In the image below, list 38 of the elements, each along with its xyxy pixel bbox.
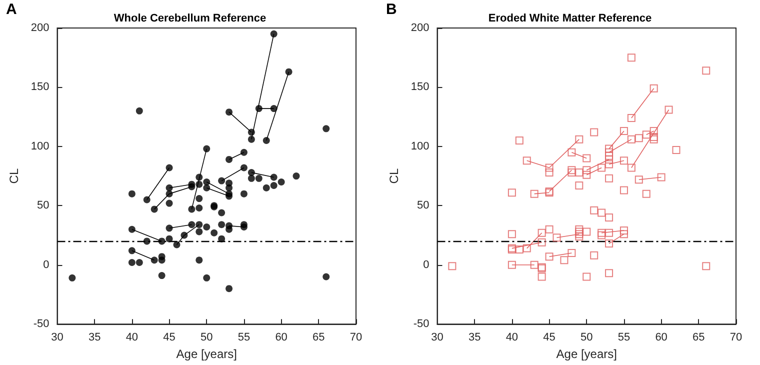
y-tick-label: 50 — [417, 200, 430, 212]
x-tick-label: 50 — [580, 332, 593, 344]
y-tick-label: 0 — [43, 258, 50, 271]
x-axis-title: Age [years] — [176, 347, 237, 361]
x-tick-label: 40 — [126, 332, 138, 344]
x-tick-label: 45 — [543, 332, 556, 344]
x-tick-label: 35 — [468, 332, 481, 344]
x-tick-label: 60 — [655, 332, 668, 344]
y-tick-label: 150 — [410, 81, 430, 94]
x-tick-label: 65 — [312, 332, 325, 344]
x-tick-label: 70 — [730, 332, 742, 344]
text: A — [6, 1, 17, 18]
y-tick-label: 0 — [423, 258, 430, 271]
y-tick-label: -50 — [33, 318, 50, 330]
chart-title: Whole Cerebellum Reference — [114, 12, 266, 24]
x-tick-label: 35 — [88, 332, 101, 344]
y-tick-label: 200 — [410, 22, 430, 34]
x-axis-title: Age [years] — [556, 347, 617, 361]
x-tick-label: 60 — [275, 332, 288, 344]
x-tick-label: 30 — [431, 332, 444, 344]
y-axis-title: CL — [7, 168, 21, 184]
x-tick-label: 50 — [200, 332, 213, 344]
y-tick-label: 200 — [30, 22, 50, 34]
y-tick-label: 100 — [410, 140, 430, 152]
y-axis-title: CL — [387, 168, 401, 184]
x-tick-label: 70 — [350, 332, 362, 344]
x-tick-label: 65 — [692, 332, 705, 344]
x-tick-label: 55 — [618, 332, 630, 344]
text: B — [386, 1, 397, 18]
x-tick-label: 55 — [238, 332, 250, 344]
y-tick-label: 150 — [30, 81, 50, 94]
chart-title: Eroded White Matter Reference — [488, 12, 652, 24]
x-tick-label: 45 — [163, 332, 176, 344]
y-tick-label: 50 — [37, 200, 50, 212]
x-tick-label: 40 — [506, 332, 518, 344]
y-tick-label: -50 — [413, 318, 430, 330]
y-tick-label: 100 — [30, 140, 50, 152]
x-tick-label: 30 — [51, 332, 64, 344]
